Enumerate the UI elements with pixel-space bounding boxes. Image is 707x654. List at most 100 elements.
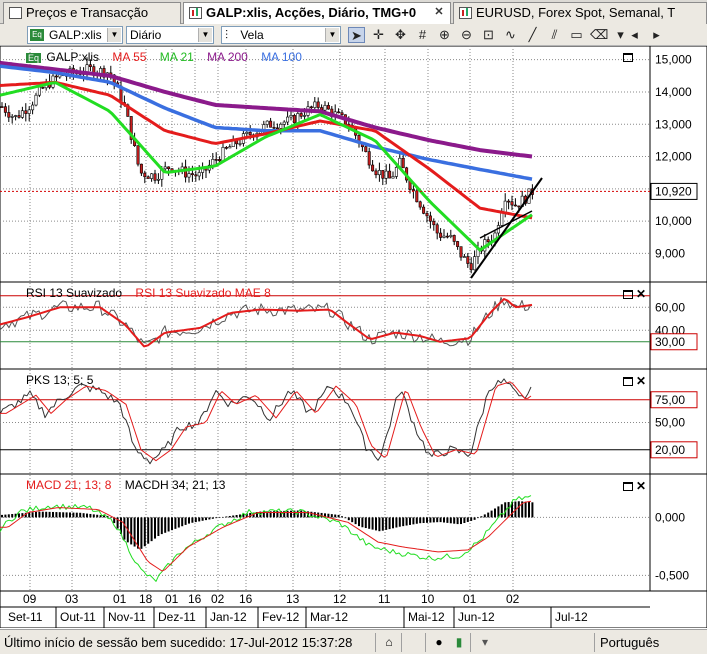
macd-histogram-bar: [113, 517, 116, 524]
close-pane-icon[interactable]: ✕: [636, 479, 647, 493]
pks-lower-tag: [650, 441, 698, 459]
macdh-label[interactable]: MACDH 34; 21; 13: [124, 478, 226, 492]
day-tick-label: 16: [188, 592, 202, 606]
chart-style-selector[interactable]: ⫶ Vela ▼: [221, 26, 341, 44]
candle-down: [367, 151, 371, 166]
user-icon[interactable]: ●: [435, 635, 443, 649]
macd-histogram-bar: [208, 517, 211, 520]
macd-histogram-bar: [181, 517, 184, 527]
zoom-in-icon[interactable]: ⊕: [439, 27, 450, 42]
scroll-left-icon[interactable]: ◂: [631, 27, 638, 42]
scroll-right-icon[interactable]: ▸: [653, 27, 660, 42]
macd-histogram-bar: [191, 517, 194, 523]
ma21-label[interactable]: MA 21: [159, 50, 194, 64]
macd-histogram-bar: [303, 510, 306, 518]
tab-galp-chart[interactable]: GALP:xlis, Acções, Diário, TMG+0 ✕: [183, 2, 451, 25]
price-axis-label: 13,000: [655, 117, 692, 131]
macd-histogram-bar: [477, 517, 479, 519]
macd-histogram-bar: [245, 513, 248, 518]
macd-histogram-bar: [143, 517, 146, 547]
zoom-fit-icon[interactable]: ⊡: [483, 27, 494, 42]
tools-dropdown-icon[interactable]: ▾: [617, 27, 624, 42]
eraser-icon[interactable]: ⌫: [590, 27, 609, 42]
candle-down: [401, 157, 405, 169]
candle-down: [190, 173, 194, 176]
trendline-icon[interactable]: ╱: [528, 27, 537, 42]
quote-table-icon: [9, 7, 22, 19]
macd-histogram-bar: [164, 517, 167, 533]
tab-precos-transaccao[interactable]: Preços e Transacção: [3, 2, 181, 24]
ma100-label[interactable]: MA 100: [261, 50, 302, 64]
close-pane-icon[interactable]: ✕: [636, 287, 647, 301]
macd-histogram-bar: [106, 515, 109, 518]
chart-area[interactable]: 15,000 14,000 13,000 12,000 10,000 9,000 10,92…: [0, 45, 707, 629]
chevron-down-icon[interactable]: ▼: [198, 28, 212, 42]
pks-lower-value: 20,00: [655, 443, 685, 457]
macd-histogram-bar: [55, 512, 58, 518]
macd-label[interactable]: MACD 21; 13; 8: [26, 478, 112, 492]
macd-histogram-bar: [286, 510, 289, 518]
month-tick-label: Fev-12: [262, 610, 300, 624]
ma200-label[interactable]: MA 200: [207, 50, 248, 64]
macd-pane-controls[interactable]: ✕: [623, 479, 647, 493]
candle-up: [150, 173, 154, 179]
macd-histogram-bar: [79, 512, 82, 518]
candle-down: [0, 106, 4, 108]
channel-icon[interactable]: ⫽: [551, 27, 558, 42]
symbol-selector[interactable]: GALP:xlis Eq ▼: [27, 26, 123, 44]
language-indicator[interactable]: Português: [600, 635, 660, 650]
label-icon[interactable]: ▭: [570, 27, 583, 42]
macd-histogram-bar: [283, 510, 286, 518]
maximize-icon[interactable]: [623, 482, 633, 491]
rsi-signal-label[interactable]: RSI 13 Suavizado MAE 8: [135, 286, 271, 300]
rsi-level-tag: [650, 333, 698, 351]
period-selector[interactable]: Diário ▼: [126, 26, 214, 44]
macd-histogram-bar: [28, 512, 31, 518]
dropdown-icon[interactable]: ▾: [481, 635, 489, 649]
grid-icon[interactable]: #: [418, 27, 427, 42]
macd-histogram-bar: [201, 517, 204, 521]
cursor-arrow-icon[interactable]: ➤: [348, 27, 365, 43]
maximize-icon[interactable]: [623, 290, 633, 299]
pks-label[interactable]: PKS 13; 5; 5: [26, 373, 94, 387]
candle-up: [303, 115, 307, 117]
move-icon[interactable]: ✥: [395, 27, 406, 42]
chart-canvas[interactable]: 15,000 14,000 13,000 12,000 10,000 9,000 10,92…: [0, 45, 707, 629]
macd-histogram-bar: [337, 514, 340, 518]
maximize-icon[interactable]: [623, 377, 633, 386]
symbol-icon: Eq: [30, 29, 44, 41]
candle-down: [139, 163, 143, 174]
chevron-down-icon[interactable]: ▼: [107, 28, 121, 42]
zoom-out-icon[interactable]: ⊖: [461, 27, 472, 42]
network-icon[interactable]: ⌂: [385, 635, 393, 649]
candle-down: [224, 147, 228, 149]
close-tab-icon[interactable]: ✕: [434, 6, 444, 18]
price-pane-controls[interactable]: [623, 52, 636, 63]
chevron-down-icon[interactable]: ▼: [325, 28, 339, 42]
connection-status-icon[interactable]: ▮: [455, 635, 463, 649]
ma55-label[interactable]: MA 55: [112, 50, 147, 64]
tab-eurusd-chart[interactable]: EURUSD, Forex Spot, Semanal, T: [453, 2, 707, 24]
macd-histogram-bar: [494, 508, 496, 518]
wave-icon[interactable]: ∿: [505, 27, 516, 42]
pks-pane-controls[interactable]: ✕: [623, 374, 647, 388]
close-pane-icon[interactable]: ✕: [636, 374, 647, 388]
candle-down: [486, 239, 490, 243]
macd-pane: [0, 473, 707, 592]
period-value: Diário: [130, 28, 162, 42]
month-tick-label: Mar-12: [310, 610, 348, 624]
crosshair-icon[interactable]: ✛: [373, 27, 384, 42]
candle-down: [275, 127, 279, 130]
macd-histogram-bar: [466, 517, 469, 522]
candle-down: [3, 106, 7, 113]
rsi-label[interactable]: RSI 13 Suavizado: [26, 286, 123, 300]
macd-histogram-bar: [205, 517, 207, 521]
macd-histogram-bar: [249, 513, 252, 518]
candle-style-icon: ⫶: [225, 28, 229, 42]
rsi-signal-line: [0, 298, 533, 348]
divider: [425, 633, 426, 652]
maximize-icon[interactable]: [623, 52, 633, 62]
month-tick-label: Out-11: [60, 610, 96, 624]
rsi-pane-controls[interactable]: ✕: [623, 287, 647, 301]
month-tick-label: Jan-12: [210, 610, 247, 624]
